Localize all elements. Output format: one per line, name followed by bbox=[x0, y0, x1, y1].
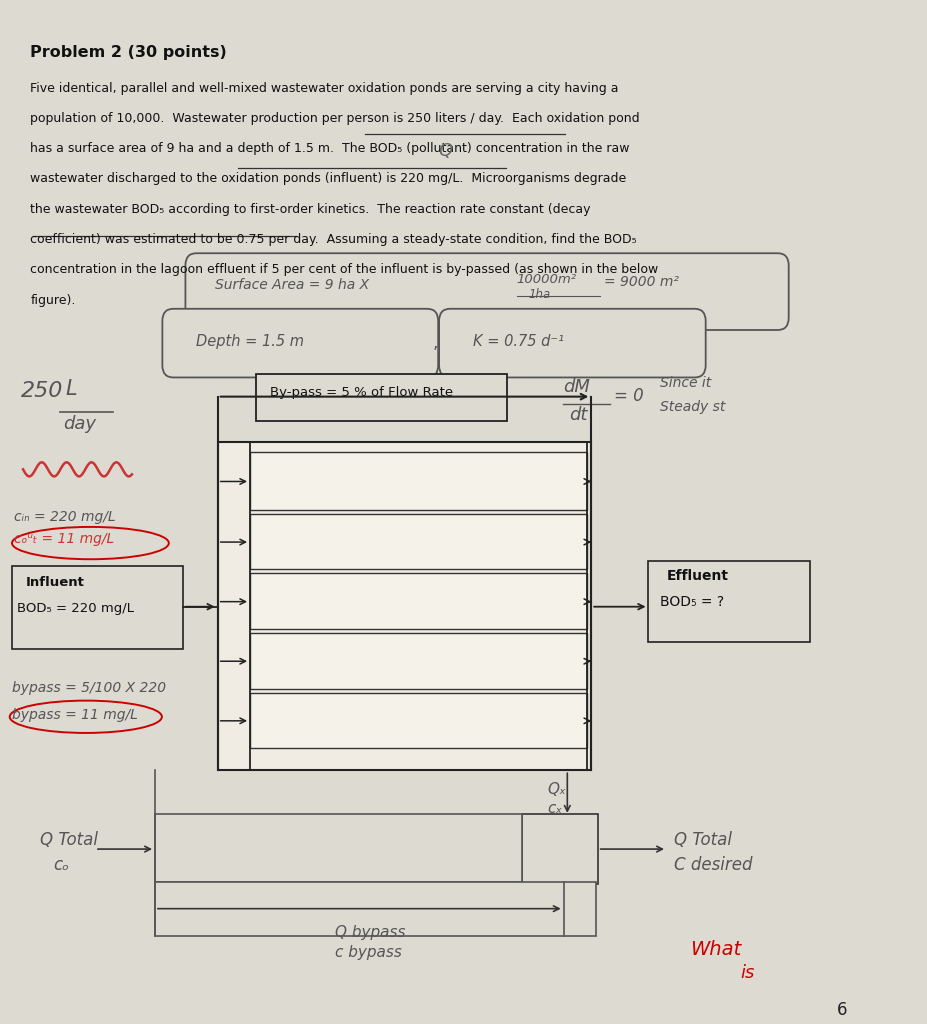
Text: c bypass: c bypass bbox=[335, 945, 401, 961]
Text: the wastewater BOD₅ according to first-order kinetics.  The reaction rate consta: the wastewater BOD₅ according to first-o… bbox=[31, 203, 590, 216]
Text: 250: 250 bbox=[21, 382, 64, 401]
Bar bbox=[12, 566, 183, 649]
Text: Qₓ: Qₓ bbox=[546, 782, 565, 798]
Text: ,: , bbox=[432, 334, 438, 352]
Text: Q bypass: Q bypass bbox=[335, 925, 405, 940]
Text: Q Total: Q Total bbox=[674, 830, 731, 849]
Text: 10000m²: 10000m² bbox=[516, 273, 576, 287]
Text: What: What bbox=[690, 940, 741, 958]
FancyBboxPatch shape bbox=[255, 375, 507, 421]
Text: has a surface area of 9 ha and a depth of 1.5 m.  The BOD₅ (pollutant) concentra: has a surface area of 9 ha and a depth o… bbox=[31, 142, 629, 156]
FancyBboxPatch shape bbox=[185, 253, 788, 330]
Text: bypass = 5/100 X 220: bypass = 5/100 X 220 bbox=[12, 681, 166, 695]
Text: Surface Area = 9 ha X: Surface Area = 9 ha X bbox=[215, 279, 369, 293]
Text: dM: dM bbox=[563, 379, 590, 396]
Bar bbox=[249, 453, 586, 510]
FancyBboxPatch shape bbox=[438, 309, 705, 378]
Text: cₓ: cₓ bbox=[546, 801, 562, 815]
Text: Influent: Influent bbox=[26, 577, 84, 590]
Text: day: day bbox=[64, 415, 96, 433]
Text: Q Total: Q Total bbox=[40, 830, 97, 849]
Text: bypass = 11 mg/L: bypass = 11 mg/L bbox=[12, 708, 138, 722]
Bar bbox=[249, 573, 586, 629]
Text: Problem 2 (30 points): Problem 2 (30 points) bbox=[31, 45, 227, 60]
Text: BOD₅ = 220 mg/L: BOD₅ = 220 mg/L bbox=[17, 602, 133, 614]
Text: concentration in the lagoon effluent if 5 per cent of the influent is by-passed : concentration in the lagoon effluent if … bbox=[31, 263, 658, 276]
Text: Depth = 1.5 m: Depth = 1.5 m bbox=[197, 334, 304, 349]
Text: population of 10,000.  Wastewater production per person is 250 liters / day.  Ea: population of 10,000. Wastewater product… bbox=[31, 112, 640, 125]
Text: dt: dt bbox=[568, 406, 587, 424]
Bar bbox=[522, 814, 597, 885]
Bar bbox=[249, 692, 586, 749]
Text: By-pass = 5 % of Flow Rate: By-pass = 5 % of Flow Rate bbox=[270, 385, 453, 398]
Text: Q: Q bbox=[438, 142, 452, 160]
Text: 1ha: 1ha bbox=[528, 288, 551, 301]
Text: cᵢₙ = 220 mg/L: cᵢₙ = 220 mg/L bbox=[14, 510, 115, 523]
Text: cₒ: cₒ bbox=[54, 856, 70, 874]
Text: coefficient) was estimated to be 0.75 per day.  Assuming a steady-state conditio: coefficient) was estimated to be 0.75 pe… bbox=[31, 233, 637, 246]
Text: is: is bbox=[740, 965, 755, 982]
Text: L: L bbox=[66, 380, 77, 399]
Bar bbox=[648, 561, 809, 642]
Text: K = 0.75 d⁻¹: K = 0.75 d⁻¹ bbox=[473, 334, 564, 349]
Text: Five identical, parallel and well-mixed wastewater oxidation ponds are serving a: Five identical, parallel and well-mixed … bbox=[31, 82, 618, 94]
Bar bbox=[249, 514, 586, 569]
Text: = 0: = 0 bbox=[614, 386, 643, 404]
Bar bbox=[218, 442, 590, 770]
Text: BOD₅ = ?: BOD₅ = ? bbox=[659, 595, 723, 608]
Text: = 9000 m²: = 9000 m² bbox=[603, 275, 679, 290]
FancyBboxPatch shape bbox=[162, 309, 438, 378]
Text: Steady st: Steady st bbox=[659, 399, 724, 414]
Text: Since it: Since it bbox=[659, 377, 710, 390]
Text: figure).: figure). bbox=[31, 294, 76, 306]
Text: Effluent: Effluent bbox=[667, 569, 728, 584]
Text: 6: 6 bbox=[836, 1000, 846, 1019]
Bar bbox=[155, 883, 595, 936]
Bar bbox=[155, 814, 522, 883]
Text: wastewater discharged to the oxidation ponds (influent) is 220 mg/L.  Microorgan: wastewater discharged to the oxidation p… bbox=[31, 172, 626, 185]
Text: cₒᵘₜ = 11 mg/L: cₒᵘₜ = 11 mg/L bbox=[14, 532, 114, 546]
Text: C desired: C desired bbox=[674, 856, 752, 874]
Bar bbox=[249, 633, 586, 688]
